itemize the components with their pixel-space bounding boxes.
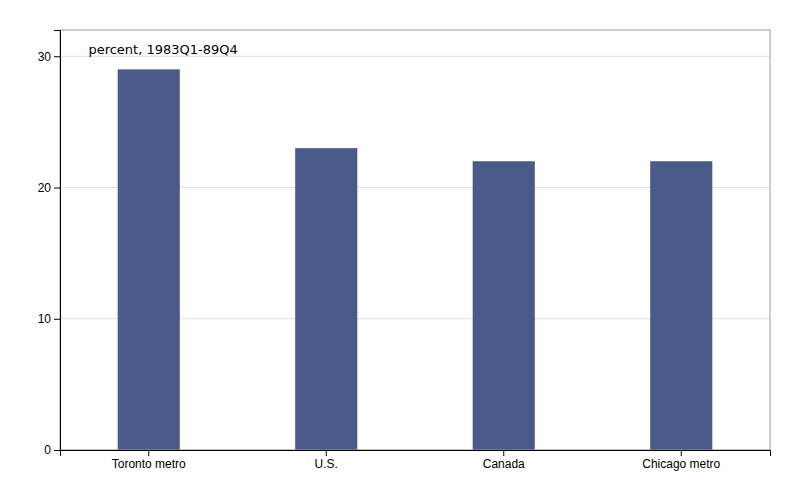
tick-mark bbox=[54, 56, 60, 57]
chart: 0 10 20 30 Toronto metro U.S. Canada Chicago me… bbox=[0, 0, 800, 500]
tick: Toronto metro bbox=[112, 450, 186, 471]
tick-label: Canada bbox=[483, 457, 525, 471]
tick-label: 30 bbox=[38, 50, 52, 64]
tick: Chicago metro bbox=[642, 450, 720, 471]
tick: 30 bbox=[38, 50, 60, 64]
tick-mark bbox=[503, 450, 504, 456]
bar bbox=[650, 161, 712, 450]
x-axis: Toronto metro U.S. Canada Chicago metro bbox=[61, 450, 771, 471]
tick-label: Chicago metro bbox=[642, 457, 720, 471]
annotation: percent, 1983Q1-89Q4 bbox=[88, 42, 237, 57]
bars bbox=[118, 69, 713, 450]
tick: 10 bbox=[38, 312, 60, 326]
tick: 0 bbox=[44, 443, 60, 457]
plot-frame bbox=[60, 30, 770, 450]
tick-label: U.S. bbox=[315, 457, 338, 471]
tick-mark bbox=[681, 450, 682, 456]
tick-mark bbox=[326, 450, 327, 456]
tick: U.S. bbox=[315, 450, 338, 471]
tick-mark bbox=[148, 450, 149, 456]
tick: 20 bbox=[38, 181, 60, 195]
grid bbox=[60, 56, 770, 450]
tick-label: Toronto metro bbox=[112, 457, 186, 471]
tick-label: 20 bbox=[38, 181, 52, 195]
y-axis: 0 10 20 30 bbox=[38, 31, 61, 458]
bar bbox=[118, 69, 180, 450]
tick-mark bbox=[54, 450, 60, 451]
bar bbox=[295, 148, 357, 450]
tick: Canada bbox=[483, 450, 525, 471]
axis-line bbox=[61, 451, 771, 457]
tick-mark bbox=[54, 319, 60, 320]
axis-line bbox=[54, 31, 61, 451]
tick-label: 10 bbox=[38, 312, 52, 326]
tick-mark bbox=[54, 188, 60, 189]
bar bbox=[473, 161, 535, 450]
tick-label: 0 bbox=[44, 443, 51, 457]
plot: 0 10 20 30 Toronto metro U.S. Canada Chicago me… bbox=[38, 30, 771, 471]
